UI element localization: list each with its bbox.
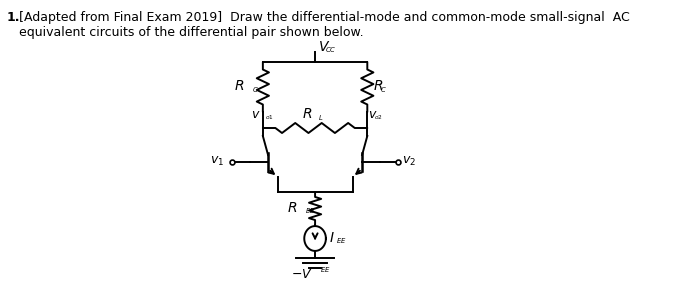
Text: $_{o2}$: $_{o2}$ <box>374 113 383 123</box>
Text: $R$: $R$ <box>302 107 312 121</box>
Text: $v$: $v$ <box>369 108 378 121</box>
Text: 1.: 1. <box>7 11 20 24</box>
Text: equivalent circuits of the differential pair shown below.: equivalent circuits of the differential … <box>19 26 364 39</box>
Text: $V$: $V$ <box>318 40 330 54</box>
Text: $v$: $v$ <box>251 108 260 121</box>
Text: $_{EE}$: $_{EE}$ <box>321 265 331 275</box>
Text: $I$: $I$ <box>330 230 335 245</box>
Text: $_L$: $_L$ <box>318 113 323 123</box>
Text: $_C$: $_C$ <box>380 85 387 95</box>
Text: $-V$: $-V$ <box>291 267 312 280</box>
Text: $_{EE}$: $_{EE}$ <box>337 236 347 247</box>
Text: $_{o1}$: $_{o1}$ <box>264 113 273 123</box>
Text: $R$: $R$ <box>287 201 298 214</box>
Text: $_{CC}$: $_{CC}$ <box>325 45 336 55</box>
Text: $_C$: $_C$ <box>251 85 258 95</box>
Text: $v_2$: $v_2$ <box>402 154 416 168</box>
Text: $R$: $R$ <box>235 79 244 93</box>
Text: [Adapted from Final Exam 2019]  Draw the differential-mode and common-mode small: [Adapted from Final Exam 2019] Draw the … <box>19 11 630 24</box>
Text: $R$: $R$ <box>373 79 384 93</box>
Text: $_{EE}$: $_{EE}$ <box>305 207 315 216</box>
Text: $v_1$: $v_1$ <box>210 154 223 168</box>
